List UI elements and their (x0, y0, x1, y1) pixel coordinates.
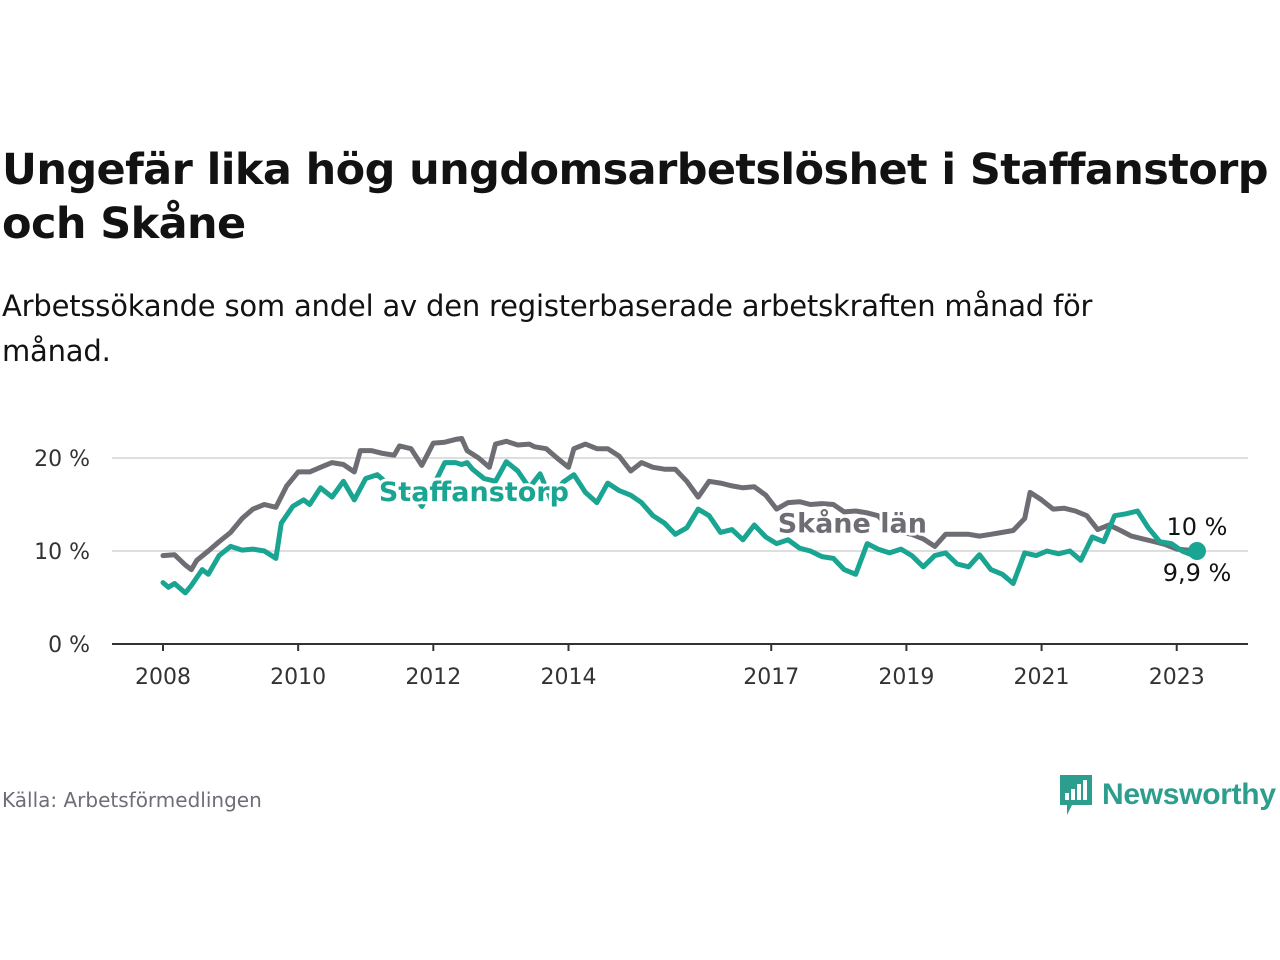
series-line-staffanstorp (160, 459, 1197, 596)
series-labels: Skåne län Staffanstorp 10 % 9,9 % (376, 474, 1234, 590)
y-tick-label: 10 % (34, 540, 90, 565)
y-axis-tick-labels: 0 % 10 % 20 % (34, 447, 90, 658)
series-label-staffanstorp: Staffanstorp (379, 477, 569, 508)
x-tick-label: 2012 (405, 665, 461, 690)
y-tick-label: 0 % (48, 633, 90, 658)
y-tick-label: 20 % (34, 447, 90, 472)
x-tick-label: 2017 (743, 665, 799, 690)
x-tick-label: 2021 (1014, 665, 1070, 690)
series-label-sk-ne-l-n: Skåne län (778, 507, 927, 539)
end-point-dot-staffanstorp (1188, 542, 1206, 560)
newsworthy-chart-icon (1060, 775, 1092, 815)
end-label-skane: 9,9 % (1163, 559, 1232, 587)
x-axis (112, 643, 1248, 651)
x-tick-label: 2023 (1149, 665, 1205, 690)
brand-name: Newsworthy (1102, 778, 1276, 811)
series-lines (160, 436, 1197, 596)
series-line-sk-ne-l-n (160, 436, 1191, 573)
x-tick-label: 2019 (878, 665, 934, 690)
chart-title: Ungefär lika hög ungdomsarbetslöshet i S… (2, 145, 1269, 249)
chart-subtitle: Arbetssökande som andel av den registerb… (2, 289, 1093, 368)
x-tick-label: 2014 (540, 665, 596, 690)
end-label-staffanstorp: 10 % (1167, 513, 1228, 541)
grid-lines (112, 457, 1248, 552)
source-note: Källa: Arbetsförmedlingen (2, 788, 262, 812)
brand-logo: Newsworthy (1058, 772, 1276, 818)
x-axis-tick-labels: 2008 2010 2012 2014 2017 2019 2021 2023 (135, 665, 1205, 690)
x-tick-label: 2010 (270, 665, 326, 690)
x-tick-label: 2008 (135, 665, 191, 690)
